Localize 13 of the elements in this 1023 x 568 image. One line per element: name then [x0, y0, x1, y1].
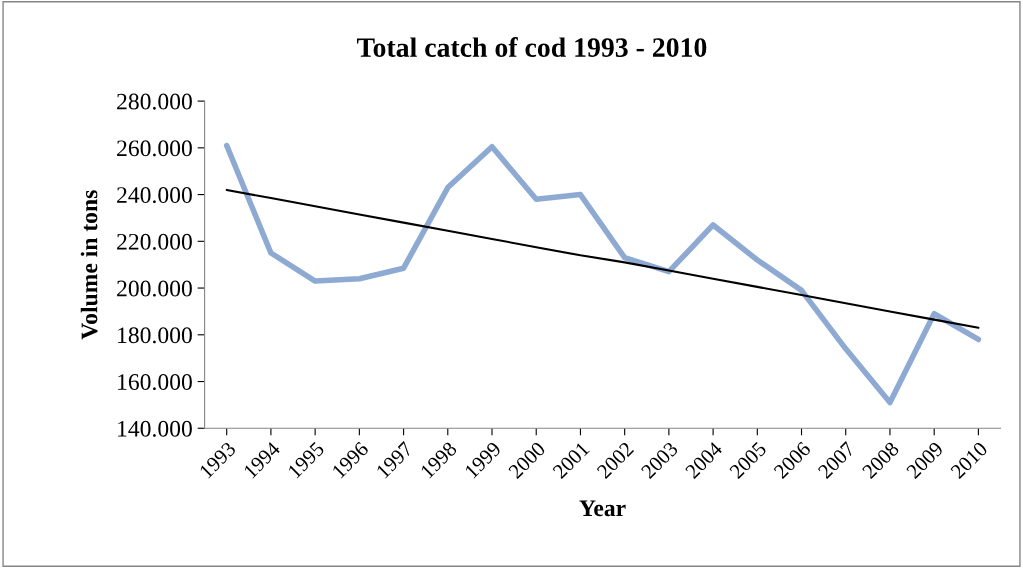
- y-tick-label: 280.000: [117, 93, 192, 110]
- y-tick-label: 180.000: [118, 327, 192, 344]
- line-series: [225, 188, 980, 329]
- y-tick-label: 200.000: [117, 280, 192, 297]
- chart-title: Total catch of cod 1993 - 2010: [356, 37, 707, 57]
- y-tick-label: 260.000: [117, 140, 192, 157]
- y-tick-label: 240.000: [117, 187, 192, 204]
- y-tick-label: 140.000: [118, 420, 192, 437]
- y-tick-label: 220.000: [117, 233, 192, 250]
- y-axis-title: Volume in tons: [80, 190, 98, 340]
- y-tick-label: 160.000: [118, 374, 192, 391]
- x-tick-label: 1999: [464, 441, 502, 479]
- x-axis-title: Year: [579, 500, 626, 517]
